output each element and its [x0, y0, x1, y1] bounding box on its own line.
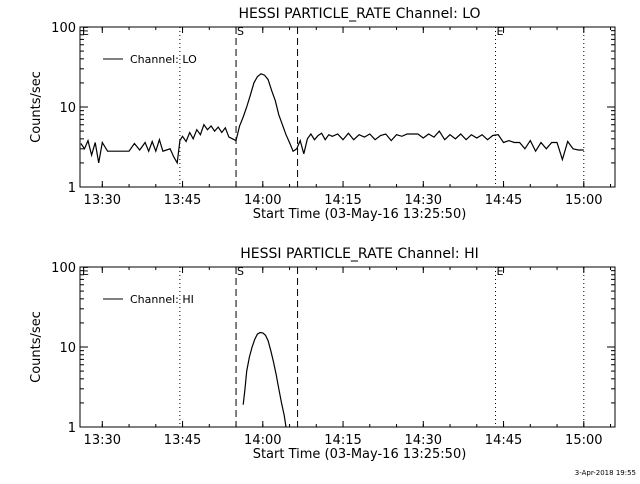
x-tick-label: 14:30	[405, 433, 442, 448]
y-axis-label: Counts/sec	[29, 71, 44, 143]
x-tick-label: 14:45	[485, 193, 522, 208]
chart-title: HESSI PARTICLE_RATE Channel: HI	[240, 246, 478, 262]
y-tick-label: 10	[59, 341, 76, 356]
chart-title: HESSI PARTICLE_RATE Channel: LO	[238, 6, 480, 22]
series-line	[80, 73, 584, 165]
y-tick-label: 1	[68, 181, 76, 196]
plot-frame	[79, 26, 616, 188]
x-tick-label: 14:30	[405, 193, 442, 208]
y-tick-label: 100	[51, 21, 76, 36]
event-marker-label: E	[497, 265, 504, 278]
y-tick-label: 10	[59, 101, 76, 116]
x-tick-label: 14:00	[244, 433, 281, 448]
y-axis-label: Counts/sec	[29, 311, 44, 383]
event-marker-label: S	[237, 265, 244, 278]
x-tick-label: 14:45	[485, 433, 522, 448]
footer-timestamp: 3-Apr-2018 19:55	[575, 469, 636, 477]
x-axis-label: Start Time (03-May-16 13:25:50)	[253, 447, 467, 462]
corner-label: E	[82, 25, 89, 38]
x-tick-label: 13:30	[84, 193, 121, 208]
x-axis-label: Start Time (03-May-16 13:25:50)	[253, 207, 467, 222]
panel-hi: HESSI PARTICLE_RATE Channel: HI 13:30 13:4…	[29, 246, 616, 462]
x-tick-label: 15:00	[565, 193, 602, 208]
x-tick-label: 14:15	[324, 193, 361, 208]
event-marker-label: E	[497, 25, 504, 38]
legend-label: Channel: HI	[130, 293, 194, 306]
legend-label: Channel: LO	[130, 53, 197, 66]
x-tick-label: 13:45	[164, 433, 201, 448]
y-tick-label: 1	[68, 421, 76, 436]
x-tick-label: 15:00	[565, 433, 602, 448]
x-tick-label: 13:45	[164, 193, 201, 208]
x-tick-label: 14:00	[244, 193, 281, 208]
x-tick-label: 14:15	[324, 433, 361, 448]
event-marker-label: S	[237, 25, 244, 38]
y-tick-label: 100	[51, 261, 76, 276]
series-line	[242, 331, 287, 428]
plot-frame	[79, 266, 616, 428]
corner-label: E	[82, 265, 89, 278]
panel-lo: HESSI PARTICLE_RATE Channel: LO 13:30 13:4…	[29, 6, 616, 222]
x-tick-label: 13:30	[84, 433, 121, 448]
